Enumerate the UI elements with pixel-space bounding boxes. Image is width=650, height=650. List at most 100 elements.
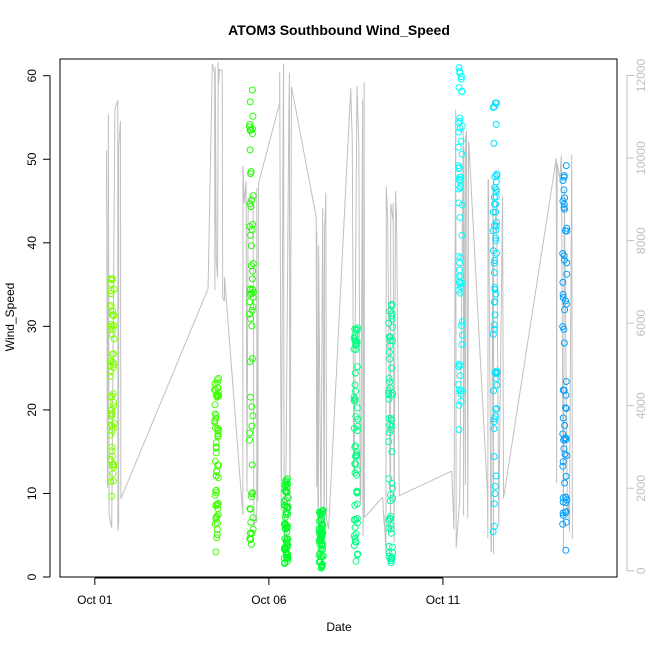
data-point xyxy=(489,208,497,216)
data-point xyxy=(490,259,498,267)
data-point xyxy=(457,173,465,181)
data-point xyxy=(317,545,325,553)
secondary-burst xyxy=(279,63,293,542)
data-point xyxy=(492,405,500,413)
data-point xyxy=(284,541,292,549)
data-point xyxy=(492,234,500,242)
data-point xyxy=(352,516,360,524)
data-point xyxy=(456,259,464,267)
data-point xyxy=(490,387,498,395)
data-point xyxy=(563,224,571,232)
data-point xyxy=(110,463,118,471)
data-point xyxy=(559,250,567,257)
data-point xyxy=(246,429,254,437)
data-point xyxy=(562,391,570,399)
data-point xyxy=(562,297,569,305)
data-point xyxy=(353,404,361,412)
data-point xyxy=(284,554,292,562)
data-point xyxy=(108,392,116,400)
data-point xyxy=(249,412,257,420)
data-point xyxy=(562,472,570,480)
data-point xyxy=(108,492,116,500)
data-point xyxy=(561,205,568,213)
data-point xyxy=(458,322,465,329)
data-point xyxy=(249,525,257,533)
data-point xyxy=(455,128,463,136)
data-point xyxy=(281,496,289,504)
data-point xyxy=(213,379,221,387)
data-point xyxy=(458,387,466,395)
secondary-burst xyxy=(242,165,260,526)
data-point xyxy=(249,112,257,120)
data-point xyxy=(491,221,498,229)
data-point xyxy=(491,284,499,292)
data-point xyxy=(247,536,255,543)
data-point xyxy=(489,247,497,255)
secondary-burst xyxy=(106,100,122,531)
data-point xyxy=(492,290,500,298)
secondary-burst xyxy=(207,62,226,302)
data-point xyxy=(315,551,323,559)
data-point xyxy=(247,505,254,513)
data-point xyxy=(385,438,393,446)
data-point xyxy=(492,208,500,216)
data-point xyxy=(282,511,290,519)
data-point xyxy=(109,452,116,460)
data-point xyxy=(386,384,394,392)
data-point xyxy=(247,168,255,176)
data-point xyxy=(455,273,463,281)
data-point xyxy=(107,301,115,309)
data-point xyxy=(456,117,464,125)
secondary-connector xyxy=(258,103,281,184)
data-point xyxy=(562,518,570,526)
data-point xyxy=(562,405,570,412)
data-point xyxy=(351,381,359,389)
data-point xyxy=(457,390,465,398)
plot-frame xyxy=(59,58,618,578)
data-point xyxy=(246,146,254,154)
data-point xyxy=(352,442,359,450)
data-point xyxy=(457,283,465,291)
data-point xyxy=(560,339,568,347)
data-point xyxy=(563,452,571,459)
data-point xyxy=(249,267,257,275)
data-point xyxy=(316,549,324,557)
secondary-connector xyxy=(399,470,452,497)
data-point xyxy=(282,476,290,484)
data-point xyxy=(491,482,499,490)
x-tick-label: Oct 06 xyxy=(251,593,287,607)
data-point xyxy=(109,325,117,333)
data-point xyxy=(455,64,463,72)
x-tick-label: Oct 11 xyxy=(426,593,461,607)
data-point xyxy=(108,443,116,451)
data-point xyxy=(109,470,117,478)
data-point xyxy=(215,374,223,382)
data-point xyxy=(561,435,569,443)
data-point xyxy=(490,425,498,433)
data-point xyxy=(454,381,462,388)
secondary-connector xyxy=(503,157,557,499)
data-point xyxy=(456,361,464,369)
data-point xyxy=(248,493,256,501)
data-point xyxy=(351,524,359,531)
secondary-burst xyxy=(350,81,365,537)
secondary-burst xyxy=(555,154,573,551)
data-point xyxy=(352,557,360,565)
data-point xyxy=(455,164,463,172)
data-point xyxy=(213,376,221,384)
data-point xyxy=(387,512,395,520)
data-point xyxy=(246,286,254,294)
data-point xyxy=(455,286,463,294)
secondary-series xyxy=(106,62,573,555)
secondary-connector xyxy=(291,86,317,218)
data-point xyxy=(248,461,256,469)
data-point xyxy=(247,315,254,323)
data-point xyxy=(212,514,220,521)
data-point xyxy=(351,325,359,333)
y2-tick-label: 6000 xyxy=(634,309,648,336)
y2-tick-label: 4000 xyxy=(634,392,648,419)
data-point xyxy=(247,242,255,250)
data-point xyxy=(493,369,501,376)
data-point xyxy=(248,226,256,234)
data-point xyxy=(562,378,570,385)
